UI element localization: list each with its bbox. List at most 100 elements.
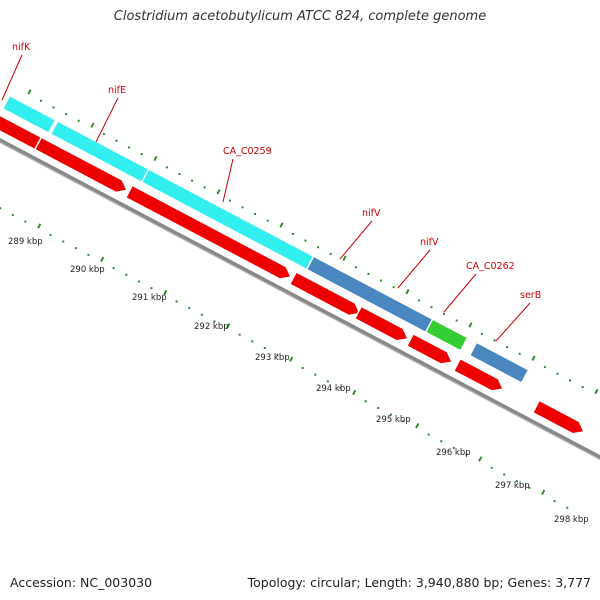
minor-tick <box>238 333 241 336</box>
minor-tick <box>377 406 380 409</box>
gene-feature <box>288 270 362 317</box>
gene-feature <box>405 332 454 365</box>
kbp-label: 293 kbp <box>255 353 290 363</box>
minor-tick <box>165 166 168 169</box>
major-tick <box>342 255 347 262</box>
minor-tick <box>553 500 556 503</box>
label-leader <box>1 54 23 101</box>
gene-feature <box>124 184 293 280</box>
kbp-labels: 289 kbp 290 kbp 291 kbp 292 kbp 293 kbp 294 k… <box>8 237 589 525</box>
minor-tick <box>518 352 521 355</box>
kbp-label: 294 kbp <box>316 384 351 394</box>
major-tick <box>541 489 546 495</box>
major-tick <box>100 256 105 262</box>
minor-tick <box>102 133 105 136</box>
minor-tick <box>254 212 257 215</box>
major-tick <box>478 456 483 462</box>
minor-tick <box>301 367 304 370</box>
label-leader <box>222 158 234 203</box>
position-ticks <box>0 89 599 509</box>
minor-tick <box>480 332 483 335</box>
major-tick <box>153 155 158 162</box>
minor-tick <box>402 420 405 423</box>
label-leader <box>443 273 477 313</box>
map-title: Clostridium acetobutylicum ATCC 824, com… <box>113 9 487 24</box>
major-tick <box>37 223 42 229</box>
minor-tick <box>569 379 572 382</box>
minor-tick <box>339 386 342 389</box>
minor-tick <box>0 207 2 210</box>
major-tick <box>352 389 357 396</box>
minor-tick <box>150 287 153 290</box>
minor-tick <box>581 386 584 389</box>
minor-tick <box>24 220 27 223</box>
minor-tick <box>326 380 329 383</box>
kbp-label: 291 kbp <box>132 293 167 303</box>
minor-tick <box>380 279 383 282</box>
gene-label: CA_C0259 <box>223 146 272 157</box>
major-tick <box>226 323 231 329</box>
minor-tick <box>455 319 458 322</box>
minor-tick <box>200 313 203 316</box>
minor-tick <box>430 306 433 309</box>
kbp-label: 292 kbp <box>194 322 229 332</box>
minor-tick <box>503 473 506 476</box>
gene-feature <box>468 341 530 385</box>
gene-feature <box>33 136 129 194</box>
minor-tick <box>49 233 52 236</box>
major-tick <box>90 122 95 128</box>
minor-tick <box>556 372 559 375</box>
minor-tick <box>543 366 546 369</box>
minor-tick <box>87 253 90 256</box>
minor-tick <box>115 139 118 142</box>
backbone-shadow <box>0 141 600 461</box>
minor-tick <box>128 146 131 149</box>
minor-tick <box>228 199 231 202</box>
label-leader <box>339 220 373 260</box>
minor-tick <box>515 480 518 483</box>
minor-tick <box>11 213 14 216</box>
gene-label: serB <box>520 290 541 301</box>
minor-tick <box>490 466 493 469</box>
gene-feature <box>452 357 505 392</box>
minor-tick <box>566 506 569 509</box>
minor-tick <box>112 267 115 270</box>
minor-tick <box>389 413 392 416</box>
kbp-label: 298 kbp <box>554 515 589 525</box>
major-tick <box>289 356 294 362</box>
backbone-line <box>0 137 600 460</box>
kbp-label: 295 kbp <box>376 415 411 425</box>
major-tick <box>531 355 536 361</box>
minor-tick <box>140 153 143 156</box>
minor-tick <box>317 246 320 249</box>
minor-tick <box>52 106 55 109</box>
gene-feature <box>1 94 57 135</box>
label-leaders <box>1 54 531 342</box>
minor-tick <box>77 119 80 122</box>
gene-label: CA_C0262 <box>466 261 515 272</box>
minor-tick <box>367 272 370 275</box>
minor-tick <box>427 433 430 436</box>
gene-label: nifV <box>420 237 439 248</box>
kbp-label: 290 kbp <box>70 265 105 275</box>
minor-tick <box>452 446 455 449</box>
minor-tick <box>241 206 244 209</box>
minor-tick <box>191 179 194 182</box>
minor-tick <box>528 486 531 489</box>
gene-label: nifV <box>362 208 381 219</box>
minor-tick <box>291 232 294 235</box>
minor-tick <box>39 99 42 102</box>
major-tick <box>405 288 410 295</box>
minor-tick <box>251 340 254 343</box>
minor-tick <box>203 186 206 189</box>
minor-tick <box>440 440 443 443</box>
major-tick <box>27 89 32 95</box>
minor-tick <box>276 353 279 356</box>
minor-tick <box>137 280 140 283</box>
genome-summary-text: Topology: circular; Length: 3,940,880 bp… <box>247 575 591 590</box>
kbp-label: 297 kbp <box>495 481 530 491</box>
minor-tick <box>329 252 332 255</box>
minor-tick <box>266 219 269 222</box>
minor-tick <box>354 266 357 269</box>
label-leader <box>95 97 119 143</box>
